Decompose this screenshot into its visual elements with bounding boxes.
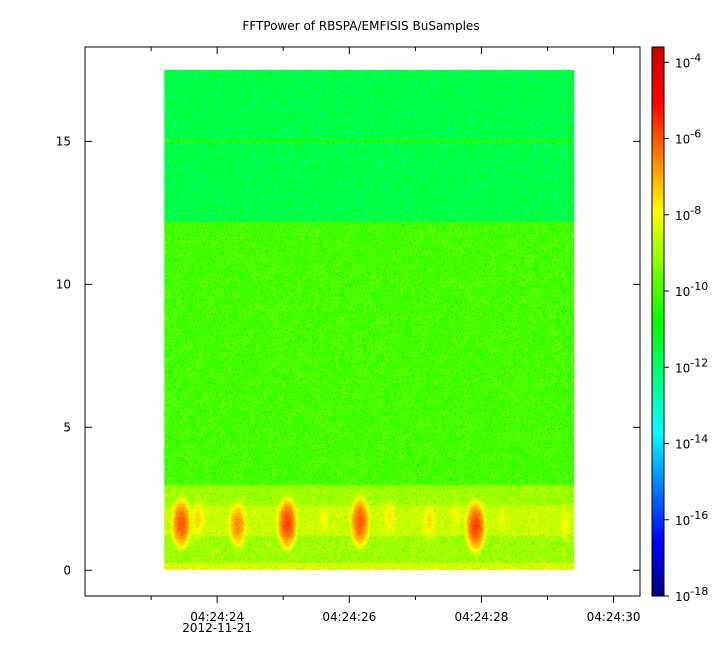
x-tick-label: 04:24:26 [322,610,376,624]
y-axis: 0 5 10 15 [56,134,640,577]
y-tick-label: 10 [56,277,71,291]
chart-title: FFTPower of RBSPA/EMFISIS BuSamples [242,19,479,33]
spectrogram-image [164,69,575,570]
spectrogram-heatmap [164,69,575,570]
y-tick-label: 0 [63,563,71,577]
y-tick-label: 15 [56,134,71,148]
y-tick-label: 5 [63,420,71,434]
colorbar-tick-label: 10-14 [675,433,708,452]
colorbar-tick-label: 10-4 [675,51,701,70]
colorbar: 10-4 10-6 10-8 10-10 10-12 10-14 10-16 10-18 [651,46,708,604]
colorbar-ticks: 10-4 10-6 10-8 10-10 10-12 10-14 10-16 10-18 [664,51,708,604]
colorbar-tick-label: 10-8 [675,204,701,223]
x-tick-label: 04:24:30 [587,610,641,624]
colorbar-tick-label: 10-10 [675,280,708,299]
x-tick-date-label: 2012-11-21 [182,621,252,635]
colorbar-tick-label: 10-18 [675,585,708,604]
colorbar-gradient [651,46,665,597]
colorbar-tick-label: 10-12 [675,356,708,375]
colorbar-tick-label: 10-16 [675,509,708,528]
x-tick-label: 04:24:28 [454,610,508,624]
x-tick-label: 04:24:24 [190,610,244,624]
colorbar-tick-label: 10-6 [675,128,701,147]
